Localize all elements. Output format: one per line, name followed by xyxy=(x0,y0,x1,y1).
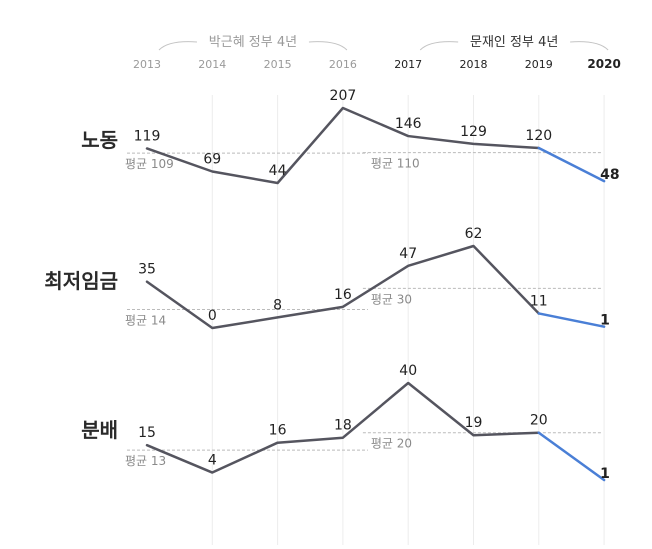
value-label-2018: 19 xyxy=(465,415,483,431)
value-label-2016: 207 xyxy=(330,88,357,104)
average-label-1: 평균 109 xyxy=(125,157,174,171)
year-label-2017: 2017 xyxy=(394,58,422,71)
year-label-2019: 2019 xyxy=(525,58,553,71)
series-line xyxy=(145,244,541,330)
average-label-1: 평균 13 xyxy=(125,454,166,468)
value-label-2015: 8 xyxy=(273,297,282,313)
value-label-2018: 129 xyxy=(460,124,487,140)
value-label-2020: 1 xyxy=(600,466,610,482)
series-line xyxy=(145,106,541,185)
year-label-2015: 2015 xyxy=(264,58,292,71)
value-label-2020: 48 xyxy=(600,167,619,183)
value-label-2013: 15 xyxy=(138,425,156,441)
era-bracket-left xyxy=(419,41,459,51)
series-line-2020-segment xyxy=(537,431,606,482)
era-header-2: 문재인 정부 4년 xyxy=(419,35,609,51)
average-label-1: 평균 14 xyxy=(125,313,166,327)
x-axis-year-labels: 2013 2014 2015 2016 2017 2018 2019 2020 xyxy=(133,57,621,71)
series-line xyxy=(145,381,541,474)
series-name: 노동 xyxy=(81,128,118,152)
value-label-2017: 40 xyxy=(399,363,417,379)
era-header-1: 박근혜 정부 4년 xyxy=(158,35,348,51)
value-label-2014: 4 xyxy=(208,453,217,469)
year-label-2014: 2014 xyxy=(198,58,226,71)
series-name: 최저임금 xyxy=(44,269,118,293)
average-label-2: 평균 20 xyxy=(371,437,412,451)
value-label-2016: 16 xyxy=(334,287,352,303)
value-label-2013: 119 xyxy=(134,128,161,144)
year-label-2018: 2018 xyxy=(460,58,488,71)
value-label-2016: 18 xyxy=(334,418,352,434)
value-label-2017: 146 xyxy=(395,116,422,132)
value-label-2014: 0 xyxy=(208,308,217,324)
value-label-2014: 69 xyxy=(203,151,221,167)
value-label-2019: 120 xyxy=(525,128,552,144)
era-label: 박근혜 정부 4년 xyxy=(209,35,297,50)
series-name: 분배 xyxy=(81,418,118,442)
value-label-2019: 20 xyxy=(530,413,548,429)
series-line-2020-segment xyxy=(537,146,606,183)
value-label-2015: 44 xyxy=(269,163,287,179)
era-bracket-right xyxy=(308,41,348,51)
era-bracket-left xyxy=(158,41,197,51)
value-label-2018: 62 xyxy=(465,226,483,242)
year-label-2016: 2016 xyxy=(329,58,357,71)
value-label-2020: 1 xyxy=(600,313,610,329)
value-label-2017: 47 xyxy=(399,246,417,262)
era-headers: 박근혜 정부 4년 문재인 정부 4년 xyxy=(158,35,609,51)
era-bracket-right xyxy=(570,41,609,51)
year-label-2020: 2020 xyxy=(587,57,620,71)
value-label-2015: 16 xyxy=(269,423,287,439)
series-line-2020-segment xyxy=(537,312,606,328)
era-label: 문재인 정부 4년 xyxy=(470,35,558,50)
year-label-2013: 2013 xyxy=(133,58,161,71)
average-label-2: 평균 30 xyxy=(371,292,412,306)
value-label-2019: 11 xyxy=(530,293,548,309)
value-label-2013: 35 xyxy=(138,262,156,278)
year-gridlines xyxy=(211,95,605,545)
average-label-2: 평균 110 xyxy=(371,157,420,171)
